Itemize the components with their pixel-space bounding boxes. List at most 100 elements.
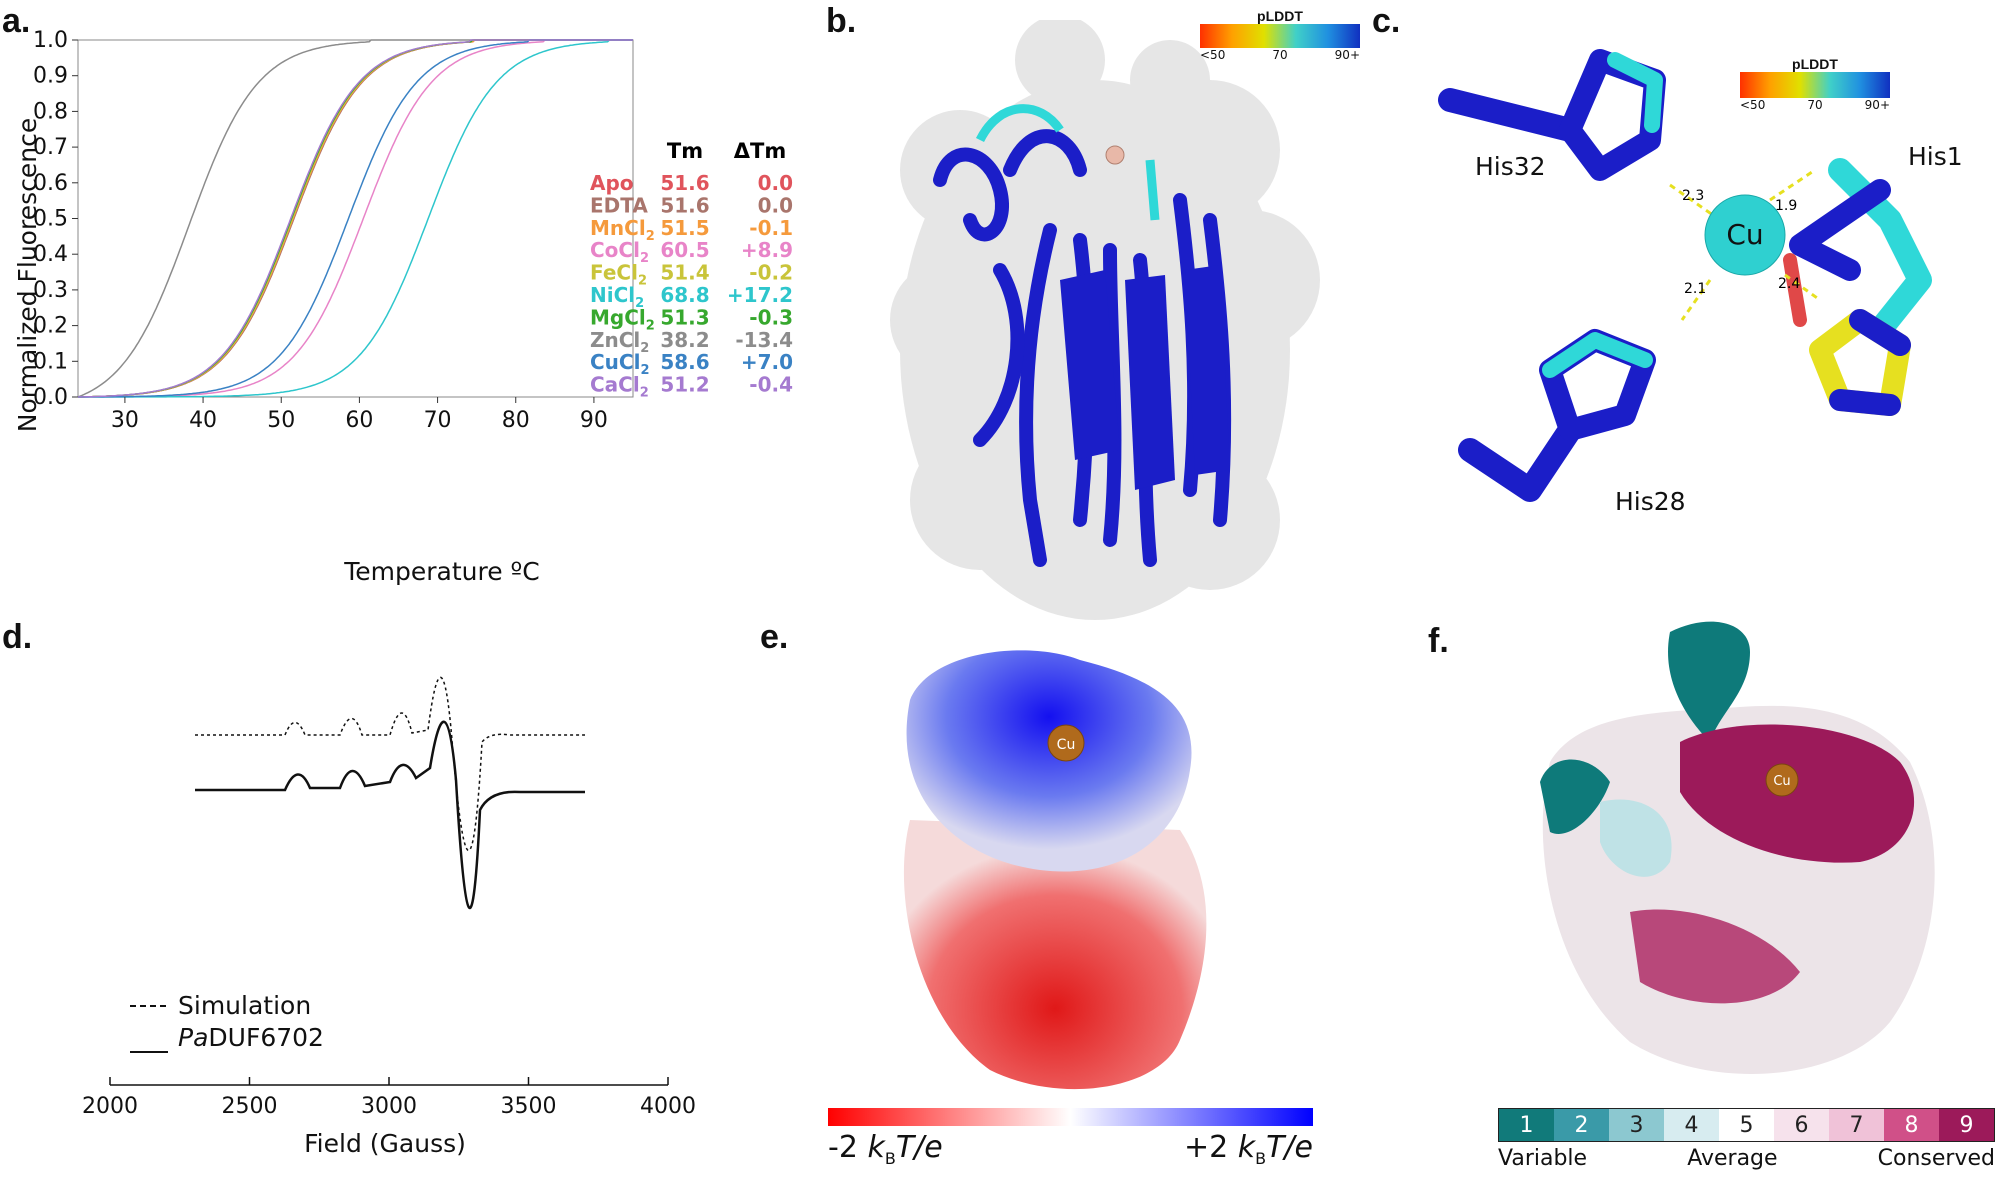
scale-cell-1: 1 [1499,1109,1554,1141]
distance-label: 2.4 [1778,276,1800,292]
scale-max: +2 kBT/e [1183,1130,1313,1168]
curve-mgcl2 [78,39,633,398]
scale-min: -2 kBT/e [828,1130,943,1168]
copper-label: Cu [1726,218,1763,251]
conservation-surface: Cu [1540,621,1935,1075]
table-row-name: CuCl2 [590,350,650,378]
curve-cocl2 [78,39,633,398]
table-row-dtm: -0.4 [749,373,793,397]
table-row-subscript: 2 [646,318,655,333]
x-axis-label: Temperature ºC [343,557,540,586]
table-row-name: Apo [590,171,634,195]
copper-label: Cu [1773,774,1790,789]
table-row-name: MgCl2 [590,305,655,333]
low-confidence-loops [975,104,1160,221]
copper-binding-site: Cu His32 His1 His28 2.3 1.9 2.1 2.4 [1438,49,1963,516]
table-row-name: MnCl2 [590,216,655,244]
table-row-tm: 51.5 [660,216,709,240]
scale-cell-4: 4 [1664,1109,1719,1141]
table-row-dtm: -0.3 [749,305,793,329]
table-row-dtm: 0.0 [758,193,793,217]
his32-label: His32 [1475,152,1546,181]
conserved-region [1680,724,1915,863]
curve-mncl2 [78,39,633,398]
legend-paduf-label: PaDUF6702 [178,1023,324,1052]
table-row-tm: 51.2 [660,373,709,397]
table-row-dtm: +8.9 [741,238,793,262]
panel-label-a: a. [2,2,31,40]
beta-sheet-arrows [1060,265,1230,490]
chart-ticks: 30 40 50 60 70 80 90 0.0 0.1 0.2 0.3 0.4 0.5 0.6 0.7 0.… [33,28,608,433]
copper-ion-sphere [1765,763,1799,797]
chart-curves [77,39,633,398]
pldt-colorbar-b: pLDDT <50 70 90+ [1200,8,1360,62]
colorbar-tick: 90+ [1334,48,1360,62]
distance-label: 2.1 [1684,281,1706,297]
x-tick-label: 3500 [501,1094,557,1119]
table-row-subscript: 2 [638,274,647,289]
table-row-dtm: -13.4 [735,328,793,352]
scale-cell-5: 5 [1719,1109,1774,1141]
metal-ion-sphere [1105,145,1125,165]
scale-cell-6: 6 [1774,1109,1829,1141]
table-row-tm: 51.6 [660,193,709,217]
colorbar-tick: 70 [1272,48,1288,62]
curve-apo [78,39,633,398]
panel-label-b: b. [826,2,857,40]
table-row-name: CoCl2 [590,238,649,266]
curve-cacl2 [78,39,633,398]
tm-table: Tm ΔTm Apo 51.6 0.0 EDTA 51.6 0.0 MnCl2 51.5 -0.1 C… [590,139,793,401]
copper-ion-sphere [1704,194,1786,276]
table-row-subscript: 2 [640,363,649,378]
copper-label: Cu [1057,737,1076,753]
y-tick-label: 1.0 [33,28,68,53]
y-tick-label: 0.4 [33,242,68,267]
colorbar-tick: <50 [1740,98,1766,112]
y-tick-label: 0.6 [33,171,68,196]
table-row-tm: 51.3 [660,305,709,329]
legend-text: DUF6702 [208,1023,324,1052]
table-row-dtm: -0.2 [749,261,793,285]
y-tick-label: 0.2 [33,314,68,339]
variable-region [1540,759,1610,834]
y-tick-label: 0.5 [33,207,68,232]
table-row-tm: 51.6 [660,171,709,195]
curve-cucl2 [78,39,633,398]
table-row-tm: 51.4 [660,261,709,285]
colorbar-gradient [1740,72,1890,98]
panel-label-f: f. [1428,622,1449,660]
panel-label-c: c. [1372,2,1401,40]
colorbar-tick: 70 [1807,98,1823,112]
x-tick-label: 60 [345,408,373,433]
copper-ion-sphere [1047,724,1085,762]
x-axis-label: Field (Gauss) [304,1129,466,1158]
distance-label: 2.3 [1682,188,1704,204]
x-tick-label: 40 [189,408,217,433]
scale-cell-9: 9 [1939,1109,1994,1141]
chart-axes [77,39,634,398]
legend-simulation-label: Simulation [178,991,311,1020]
colorbar-gradient [1200,24,1360,48]
scale-cell-8: 8 [1884,1109,1939,1141]
curve-zncl2 [77,39,633,398]
table-row-name: EDTA [590,193,648,217]
paduf6702-trace [195,720,585,910]
y-tick-label: 0.9 [33,64,68,89]
y-tick-label: 0.1 [33,349,68,374]
x-tick-label: 90 [580,408,608,433]
distance-label: 1.9 [1775,198,1797,214]
scale-label-conserved: Conserved [1877,1146,1995,1171]
table-row-dtm: -0.1 [749,216,793,240]
potential-gradient [828,1108,1313,1126]
surface-lower-red [903,820,1207,1090]
table-row-name: CaCl2 [590,373,649,401]
coordination-bonds [1669,168,1821,321]
x-tick-label: 50 [267,408,295,433]
table-row-dtm: +7.0 [741,350,793,374]
x-tick-label: 80 [502,408,530,433]
pldt-colorbar-c: pLDDT <50 70 90+ [1740,56,1890,112]
table-row-name: ZnCl2 [590,328,649,356]
table-row-subscript: 2 [635,296,644,311]
his1-stick [1783,158,1932,416]
